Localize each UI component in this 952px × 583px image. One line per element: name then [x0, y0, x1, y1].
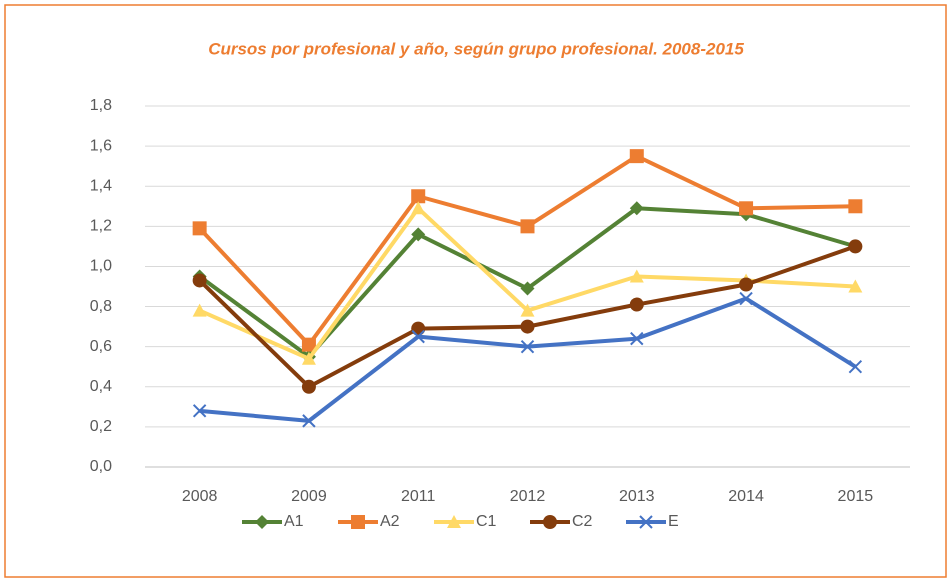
marker — [629, 269, 644, 283]
marker — [192, 404, 207, 418]
marker — [739, 277, 754, 292]
y-tick-label: 1,0 — [90, 258, 112, 275]
marker — [301, 379, 316, 394]
marker — [848, 239, 863, 254]
marker — [301, 351, 316, 365]
y-tick-label: 0,6 — [90, 338, 112, 355]
legend-label: C2 — [572, 513, 593, 530]
x-tick-label: 2013 — [619, 488, 655, 505]
marker — [629, 149, 644, 164]
marker — [520, 281, 535, 296]
x-tick-label: 2009 — [291, 488, 327, 505]
y-tick-label: 1,4 — [90, 177, 112, 194]
x-tick-label: 2012 — [510, 488, 546, 505]
y-tick-label: 0,0 — [90, 458, 112, 475]
marker — [520, 339, 535, 354]
chart-border — [4, 4, 947, 578]
marker — [630, 331, 644, 346]
y-tick-label: 1,8 — [90, 97, 112, 114]
marker — [411, 321, 426, 336]
marker — [302, 414, 316, 428]
legend-label: A1 — [284, 513, 304, 530]
marker — [848, 279, 863, 293]
legend-label: A2 — [380, 513, 400, 530]
y-tick-label: 0,4 — [90, 378, 112, 395]
legend-marker — [543, 515, 557, 529]
y-tick-label: 1,2 — [90, 218, 112, 235]
marker — [520, 219, 535, 234]
x-tick-label: 2011 — [401, 488, 436, 505]
marker — [520, 303, 535, 317]
marker — [192, 303, 207, 317]
legend-marker — [447, 515, 461, 528]
legend-label: C1 — [476, 513, 497, 530]
x-tick-label: 2014 — [728, 488, 764, 505]
marker — [411, 329, 425, 344]
x-tick-label: 2008 — [182, 488, 218, 505]
marker — [739, 201, 754, 216]
marker — [520, 319, 535, 334]
legend-marker — [255, 515, 269, 529]
marker — [411, 227, 426, 242]
chart-title: Cursos por profesional y año, según grup… — [208, 39, 744, 58]
legend-marker — [639, 515, 653, 529]
x-tick-label: 2015 — [838, 488, 874, 505]
marker — [739, 291, 753, 306]
marker — [411, 189, 426, 204]
legend-marker — [351, 515, 365, 529]
y-tick-label: 0,8 — [90, 298, 112, 315]
marker — [301, 337, 316, 352]
marker — [192, 221, 207, 236]
marker — [848, 360, 863, 374]
marker — [848, 199, 863, 214]
y-tick-label: 0,2 — [90, 418, 112, 435]
marker — [192, 273, 207, 288]
marker — [629, 201, 644, 216]
y-tick-label: 1,6 — [90, 137, 112, 154]
marker — [411, 201, 426, 215]
marker — [629, 297, 644, 312]
legend-label: E — [668, 513, 679, 530]
